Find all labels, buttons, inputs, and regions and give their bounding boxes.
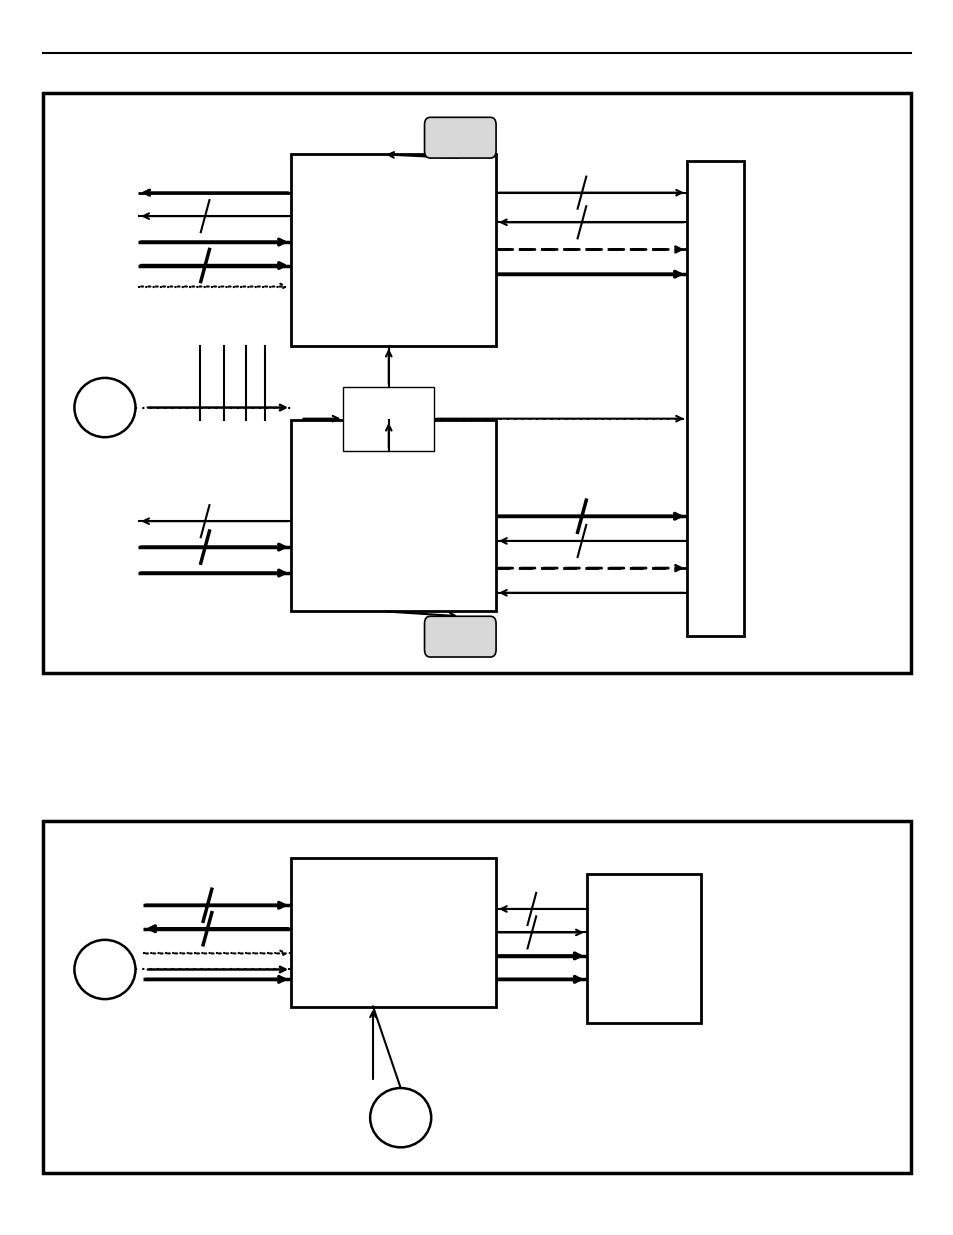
FancyBboxPatch shape xyxy=(424,117,496,158)
Ellipse shape xyxy=(74,378,135,437)
Bar xyxy=(291,420,496,611)
Bar xyxy=(586,874,700,1023)
FancyBboxPatch shape xyxy=(424,616,496,657)
Bar xyxy=(343,387,434,451)
Ellipse shape xyxy=(74,940,135,999)
Bar xyxy=(43,821,910,1173)
Ellipse shape xyxy=(370,1088,431,1147)
Bar xyxy=(43,93,910,673)
Bar xyxy=(686,161,743,636)
Bar xyxy=(291,154,496,346)
Bar xyxy=(291,858,496,1007)
